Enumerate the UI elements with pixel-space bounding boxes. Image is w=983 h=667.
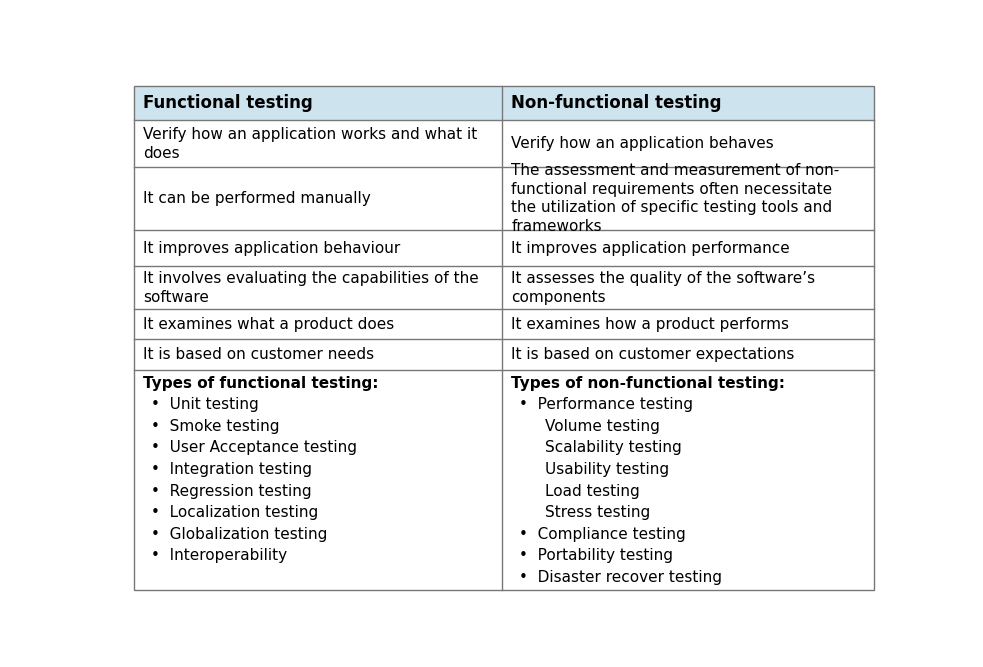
Text: It improves application performance: It improves application performance [511,241,790,255]
Text: Stress testing: Stress testing [545,505,650,520]
Bar [134,309,501,340]
Bar [134,340,501,370]
Bar [501,340,874,370]
Text: It involves evaluating the capabilities of the
software: It involves evaluating the capabilities … [144,271,479,305]
Text: •  Smoke testing: • Smoke testing [151,419,279,434]
Text: Verify how an application behaves: Verify how an application behaves [511,136,775,151]
Text: It examines what a product does: It examines what a product does [144,317,395,331]
Text: •  User Acceptance testing: • User Acceptance testing [151,440,357,456]
Text: It is based on customer expectations: It is based on customer expectations [511,347,795,362]
Text: •  Globalization testing: • Globalization testing [151,527,327,542]
Text: •  Portability testing: • Portability testing [519,548,673,564]
Text: Types of functional testing:: Types of functional testing: [144,376,378,391]
Text: Verify how an application works and what it
does: Verify how an application works and what… [144,127,478,161]
Bar [134,266,501,309]
Text: It can be performed manually: It can be performed manually [144,191,372,206]
Text: •  Integration testing: • Integration testing [151,462,312,477]
Text: •  Performance testing: • Performance testing [519,398,693,412]
Bar [134,167,501,230]
Bar [501,370,874,590]
Text: The assessment and measurement of non-
functional requirements often necessitate: The assessment and measurement of non- f… [511,163,839,234]
Text: Load testing: Load testing [545,484,640,499]
Text: •  Compliance testing: • Compliance testing [519,527,686,542]
Text: Usability testing: Usability testing [545,462,669,477]
Text: Non-functional testing: Non-functional testing [511,94,722,112]
Text: Volume testing: Volume testing [545,419,660,434]
Text: Functional testing: Functional testing [144,94,314,112]
Bar [501,121,874,167]
Bar [134,86,501,121]
Bar [134,230,501,266]
Bar [501,167,874,230]
Text: It examines how a product performs: It examines how a product performs [511,317,789,331]
Bar [501,309,874,340]
Text: •  Interoperability: • Interoperability [151,548,287,564]
Bar [501,230,874,266]
Bar [134,121,501,167]
Text: It is based on customer needs: It is based on customer needs [144,347,375,362]
Text: It improves application behaviour: It improves application behaviour [144,241,401,255]
Bar [501,266,874,309]
Text: It assesses the quality of the software’s
components: It assesses the quality of the software’… [511,271,816,305]
Bar [134,370,501,590]
Bar [501,86,874,121]
Text: •  Unit testing: • Unit testing [151,398,259,412]
Text: •  Localization testing: • Localization testing [151,505,318,520]
Text: Scalability testing: Scalability testing [545,440,681,456]
Text: •  Regression testing: • Regression testing [151,484,312,499]
Text: Types of non-functional testing:: Types of non-functional testing: [511,376,785,391]
Text: •  Disaster recover testing: • Disaster recover testing [519,570,723,585]
